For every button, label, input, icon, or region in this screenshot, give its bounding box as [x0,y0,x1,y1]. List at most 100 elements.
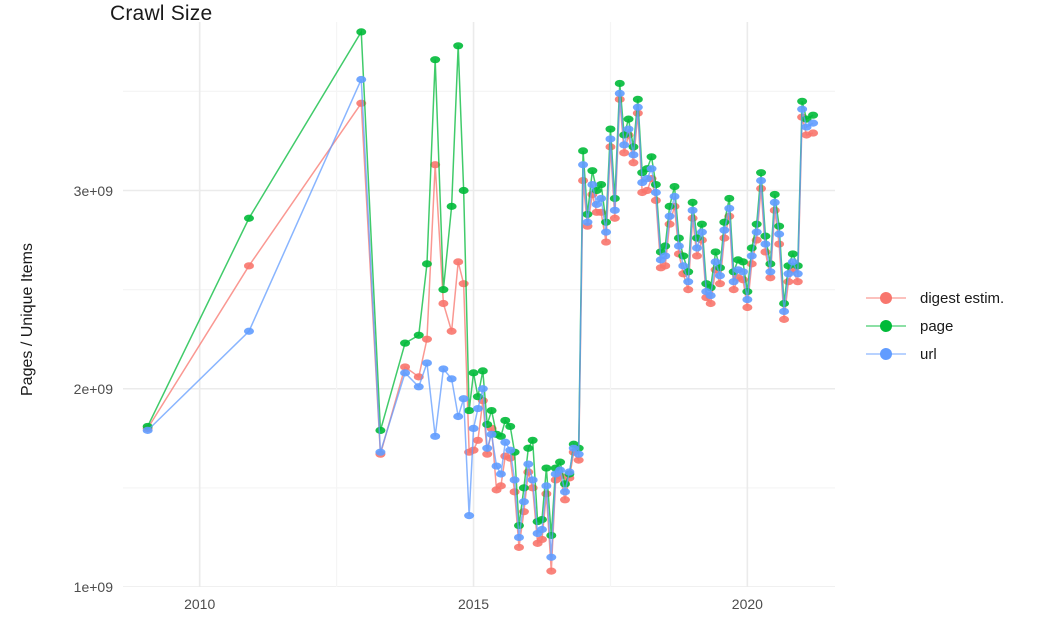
data-point [714,280,725,288]
data-point [578,161,589,169]
data-point [742,288,753,296]
data-point [756,169,767,177]
data-point [513,533,524,542]
data-point [605,135,616,143]
data-point [446,327,457,335]
legend-dot [880,292,892,304]
data-point [587,180,598,189]
data-point [774,222,785,230]
data-point [468,424,479,432]
data-point [614,89,625,97]
data-point [792,270,803,278]
data-point [719,234,730,242]
data-point [582,218,593,226]
data-point [742,295,753,304]
data-point [421,335,432,343]
data-point [642,175,653,183]
data-point [769,198,780,206]
data-point [609,206,620,214]
chart-canvas [123,22,835,587]
data-point [400,369,411,377]
data-point [696,220,707,228]
data-point [491,462,502,470]
series-line [147,99,814,572]
data-point [719,226,730,234]
data-point [783,270,794,278]
data-point [486,406,497,415]
data-point [518,498,529,506]
data-point [495,482,506,490]
data-point [375,448,386,456]
legend-item-page[interactable]: page [866,312,1052,340]
data-point [728,286,739,294]
data-point [573,456,584,464]
data-point [678,262,689,270]
legend-item-label: digest estim. [920,289,1005,307]
data-point [669,192,680,201]
data-point [527,436,538,444]
data-point [596,194,607,203]
data-point [742,303,753,312]
data-point [536,535,547,544]
data-point [430,432,441,440]
legend-item-digest-estim[interactable]: digest estim. [866,284,1052,312]
data-point [509,476,520,484]
data-point [495,470,506,478]
data-point [472,404,483,413]
data-point [774,230,785,238]
data-point [413,383,424,391]
data-point [243,262,254,270]
data-point [546,531,557,540]
data-point [710,248,721,256]
data-point [541,482,552,490]
data-point [505,446,516,454]
data-point [564,468,575,476]
data-point [400,339,411,347]
data-point [605,125,616,133]
data-point [705,291,716,300]
data-point [446,202,457,210]
data-point [527,476,538,484]
data-point [500,416,511,425]
data-point [756,177,767,185]
data-point [632,103,643,111]
data-point [523,444,534,452]
data-point [683,278,694,286]
data-point [438,365,449,373]
data-point [650,188,661,197]
data-point [797,97,808,105]
series-url [142,75,819,561]
data-point [464,406,475,415]
y-tick-label: 2e+09 [73,380,113,397]
data-point [683,286,694,294]
data-point [482,420,493,429]
data-point [559,496,570,504]
x-tick-label: 2015 [457,596,490,612]
data-point [375,426,386,434]
data-point [356,28,367,36]
legend-dot [880,348,892,360]
data-point [792,278,803,286]
data-point [646,165,657,173]
data-point [601,238,612,246]
data-point [691,244,702,252]
data-point [513,543,524,551]
data-point [628,159,639,167]
data-point [546,567,557,575]
data-point [765,268,776,276]
data-point [413,331,424,339]
legend-item-url[interactable]: url [866,340,1052,368]
data-series-layer [142,28,819,575]
data-point [536,516,547,524]
line-dot-icon [866,315,906,337]
y-tick-label: 1e+09 [73,579,113,595]
data-point [724,194,735,203]
data-point [660,252,671,260]
data-point [660,242,671,250]
data-point [660,262,671,270]
line-dot-icon [866,343,906,365]
data-point [453,258,464,266]
data-point [453,42,464,50]
data-point [673,242,684,250]
data-point [632,95,643,103]
